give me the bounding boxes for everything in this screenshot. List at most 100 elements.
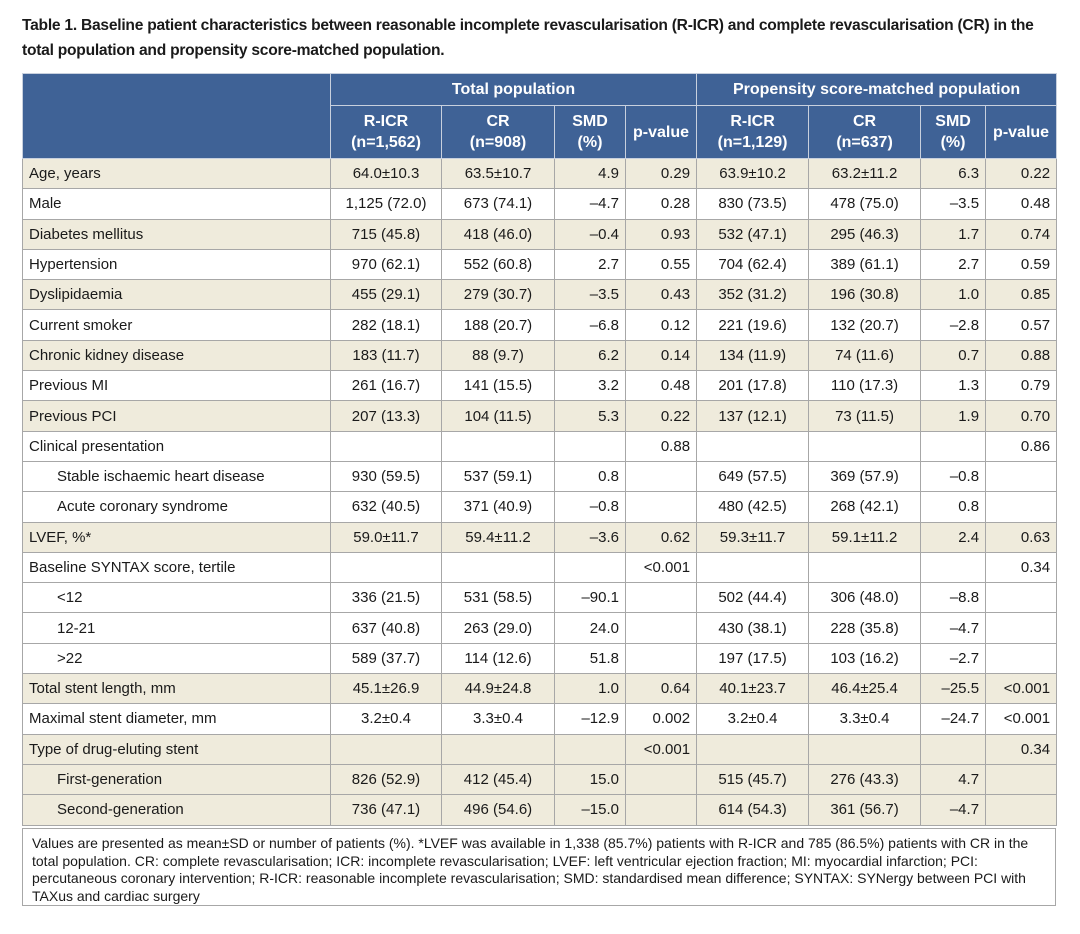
cell: 589 (37.7): [330, 642, 442, 675]
cell: 531 (58.5): [441, 582, 555, 614]
row-label: >22: [22, 642, 331, 675]
cell: 0.88: [624, 430, 698, 462]
cell: –2.7: [920, 642, 987, 675]
cell: –0.4: [554, 218, 626, 250]
cell: 3.2±0.4: [696, 703, 810, 735]
row-label: Maximal stent diameter, mm: [22, 703, 331, 735]
cell: [808, 430, 922, 462]
cell: 221 (19.6): [696, 309, 810, 341]
data-row: Chronic kidney disease 183 (11.7) 88 (9.7)…: [22, 339, 1058, 372]
cell: 276 (43.3): [808, 763, 922, 796]
cell: 103 (16.2): [808, 642, 922, 675]
header-line: CR: [486, 113, 510, 130]
cell: [985, 642, 1058, 675]
row-label: Stable ischaemic heart disease: [22, 460, 331, 493]
cell: 228 (35.8): [808, 612, 922, 644]
cell: [808, 551, 922, 584]
cell: [624, 642, 698, 675]
cell: 59.1±11.2: [808, 521, 922, 553]
cell: 295 (46.3): [808, 218, 922, 250]
header-line: SMD: [935, 113, 971, 130]
data-row: Previous MI 261 (16.7) 141 (15.5) 3.2 0.48 20…: [22, 370, 1058, 402]
cell: 2.7: [554, 248, 626, 281]
cell: 24.0: [554, 612, 626, 644]
cell: 188 (20.7): [441, 309, 555, 341]
cell: 371 (40.9): [441, 491, 555, 523]
data-row: Type of drug-eluting stent <0.001 0.34: [22, 733, 1058, 765]
cell: [808, 733, 922, 765]
cell: 0.43: [624, 279, 698, 311]
cell: –3.6: [554, 521, 626, 553]
sub-row: Second-generation 736 (47.1) 496 (54.6) –15…: [22, 794, 1058, 826]
cell: 496 (54.6): [441, 794, 555, 826]
data-row: LVEF, %* 59.0±11.7 59.4±11.2 –3.6 0.62 59.3±1…: [22, 521, 1058, 553]
data-row: Baseline SYNTAX score, tertile <0.001 0.34: [22, 551, 1058, 584]
cell: 0.85: [985, 279, 1058, 311]
cell: [696, 733, 810, 765]
cell: –3.5: [920, 188, 987, 220]
cell: 736 (47.1): [330, 794, 442, 826]
cell: 0.70: [985, 400, 1058, 432]
cell: 59.4±11.2: [441, 521, 555, 553]
cell: 4.9: [554, 157, 626, 190]
cell: 51.8: [554, 642, 626, 675]
cell: 0.14: [624, 339, 698, 372]
cell: 63.2±11.2: [808, 157, 922, 190]
sub-row: >22 589 (37.7) 114 (12.6) 51.8 197 (17.5) 103…: [22, 642, 1058, 675]
table-title: Table 1. Baseline patient characteristic…: [22, 17, 1034, 59]
cell: 15.0: [554, 763, 626, 796]
cell: 4.7: [920, 763, 987, 796]
cell: –0.8: [920, 460, 987, 493]
header-line: (n=908): [469, 134, 527, 151]
cell: 389 (61.1): [808, 248, 922, 281]
sub-row: 12-21 637 (40.8) 263 (29.0) 24.0 430 (38.1) 2…: [22, 612, 1058, 644]
row-label: Diabetes mellitus: [22, 218, 331, 250]
header-line: R-ICR: [730, 113, 775, 130]
cell: [624, 763, 698, 796]
cell: 207 (13.3): [330, 400, 442, 432]
cell: –8.8: [920, 582, 987, 614]
data-row: Hypertension 970 (62.1) 552 (60.8) 2.7 0.55 7…: [22, 248, 1058, 281]
cell: –2.8: [920, 309, 987, 341]
cell: 141 (15.5): [441, 370, 555, 402]
footnote: Values are presented as mean±SD or numbe…: [22, 828, 1056, 906]
row-label: Current smoker: [22, 309, 331, 341]
cell: 0.8: [920, 491, 987, 523]
cell: –0.8: [554, 491, 626, 523]
column-header: p-value: [985, 105, 1058, 159]
cell: 0.59: [985, 248, 1058, 281]
cell: –6.8: [554, 309, 626, 341]
data-row: Age, years 64.0±10.3 63.5±10.7 4.9 0.29 63.9±…: [22, 157, 1058, 190]
cell: 73 (11.5): [808, 400, 922, 432]
header-line: (%): [577, 134, 603, 151]
cell: 0.57: [985, 309, 1058, 341]
cell: [330, 551, 442, 584]
cell: 515 (45.7): [696, 763, 810, 796]
row-label: Clinical presentation: [22, 430, 331, 462]
cell: 1.9: [920, 400, 987, 432]
cell: 715 (45.8): [330, 218, 442, 250]
cell: 110 (17.3): [808, 370, 922, 402]
cell: –4.7: [554, 188, 626, 220]
cell: 418 (46.0): [441, 218, 555, 250]
data-row: Maximal stent diameter, mm 3.2±0.4 3.3±0.4…: [22, 703, 1058, 735]
cell: 632 (40.5): [330, 491, 442, 523]
column-header: p-value: [624, 105, 698, 159]
data-row: Male 1,125 (72.0) 673 (74.1) –4.7 0.28 830 (7…: [22, 188, 1058, 220]
cell: –90.1: [554, 582, 626, 614]
cell: –4.7: [920, 794, 987, 826]
header-row: R-ICR (n=1,562) CR (n=908) SMD (%) p-value R-IC…: [23, 105, 1058, 159]
row-label: Second-generation: [22, 794, 331, 826]
header-line: p-value: [993, 123, 1050, 141]
cell: 478 (75.0): [808, 188, 922, 220]
row-label: Age, years: [22, 157, 331, 190]
cell: 46.4±25.4: [808, 673, 922, 705]
cell: 0.29: [624, 157, 698, 190]
cell: 0.62: [624, 521, 698, 553]
cell: 0.48: [985, 188, 1058, 220]
cell: 1.3: [920, 370, 987, 402]
cell: 268 (42.1): [808, 491, 922, 523]
column-header: R-ICR (n=1,562): [330, 105, 442, 159]
cell: 279 (30.7): [441, 279, 555, 311]
cell: [441, 430, 555, 462]
